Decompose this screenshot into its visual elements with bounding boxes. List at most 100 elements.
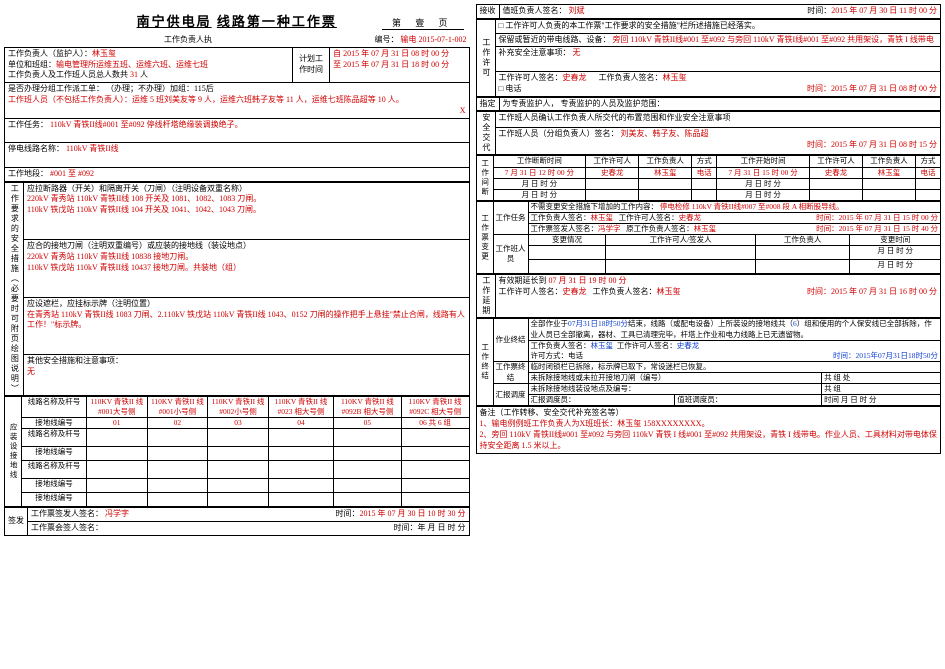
chg-crew-side: 工作班人员 bbox=[493, 235, 528, 274]
chg-task-label: 工作任务 bbox=[493, 201, 528, 234]
recv-sign: 刘斌 bbox=[569, 6, 585, 15]
grow-label-0: 线路名称及杆号 bbox=[22, 396, 87, 417]
int-h3: 方式 bbox=[692, 156, 717, 167]
s1-text: 220kV 青秀站 110kV 青铁II线 108 开关及 1081、1082、… bbox=[27, 194, 466, 216]
chg-l2c: 工作许可人签名： bbox=[619, 213, 679, 222]
gnum-5: 06 共 6 组 bbox=[401, 417, 469, 428]
issue-l1c: 时间： bbox=[336, 509, 360, 518]
p-line2: 旁回 110kV 青铁II线#001 至#092 与旁回 110kV 青铁I线#… bbox=[613, 35, 934, 44]
p-line3: 无 bbox=[573, 48, 581, 57]
end2-t1: 临时闭锁栏已拆除，标示牌已取下，常设迷栏已恢复。 bbox=[528, 361, 941, 372]
end-t2d: 史春龙 bbox=[677, 341, 700, 350]
crew-text: 工作班人员（不包括工作负责人）：运维 5 班刘美友等 9 人，运维六班韩子友等 … bbox=[8, 95, 466, 106]
end2-t5: 共 组 bbox=[822, 384, 941, 395]
unit-name: 输电管理所运维五班、运维六班、运维七班 bbox=[56, 60, 208, 69]
chg-l3b: 冯学字 bbox=[598, 224, 621, 233]
recv-side: 接收 bbox=[476, 5, 499, 19]
title-row: 南宁供电局 线路第一种工作票 第 壹 页 bbox=[4, 4, 470, 30]
chg-task: 停电检修 110kV 青铁II线#007 至#008 段 A 相断股导线。 bbox=[660, 202, 844, 211]
appoint-table: 指定 为专责监护人， 专责监护的人员及监护范围： bbox=[476, 97, 942, 112]
end2-t6: 汇报调度员： bbox=[528, 395, 675, 406]
int-r1-1: 史春龙 bbox=[586, 167, 639, 178]
chg-bt2: 月 日 时 分 bbox=[850, 260, 941, 274]
p-tel: □ 电话 bbox=[499, 84, 522, 93]
title-main: 线路第一种工作票 bbox=[217, 14, 337, 29]
issue-l2d: 年 月 日 时 分 bbox=[418, 523, 466, 532]
p-sign2a: 工作负责人签名： bbox=[599, 73, 663, 82]
doc-title: 南宁供电局 线路第一种工作票 bbox=[137, 11, 337, 30]
int-h0: 工作断断时间 bbox=[493, 156, 586, 167]
p-sign1a: 工作许可人签名： bbox=[499, 73, 563, 82]
recv-time: 2015 年 07 月 30 日 11 时 00 分 bbox=[831, 6, 937, 15]
p-time: 时间：2015 年 07 月 31 日 08 时 00 分 bbox=[807, 84, 937, 95]
sh-side: 安全交代 bbox=[476, 112, 495, 155]
int-b4: 月 日 时 分 bbox=[717, 189, 810, 200]
s3-label: 应设遮栏，应挂标示牌（注明位置） bbox=[27, 299, 466, 310]
chg-l2b: 林玉玺 bbox=[591, 213, 614, 222]
sh-l2b: 刘美友、韩子友、陈品超 bbox=[621, 129, 709, 138]
chg-l2a: 工作负责人签名： bbox=[531, 213, 591, 222]
work-zone: #001 至 #092 bbox=[50, 169, 94, 178]
plan-to: 至 2015 年 07 月 31 日 18 时 00 分 bbox=[333, 60, 465, 71]
issue-l1b: 冯学字 bbox=[105, 509, 129, 518]
issue-l2c: 时间： bbox=[394, 523, 418, 532]
ticket-no-label: 编号： bbox=[375, 35, 399, 44]
gnum-3: 04 bbox=[268, 417, 333, 428]
ground-side-label: 应装设接地线 bbox=[5, 396, 22, 506]
chg-task-pre: 不需变更安全措施下增加的工作内容： bbox=[531, 202, 659, 211]
issue-l2a: 工作票会签人签名： bbox=[31, 523, 103, 532]
gcol-5: 110KV 青铁II 线#092C 相大号侧 bbox=[401, 396, 469, 417]
end2-t7: 值班调度员： bbox=[675, 395, 822, 406]
end-t1: 全部作业于07月31日18时50分结束，线路（或配电设备）上所装设的接地线共（6… bbox=[531, 319, 932, 338]
int-r1-4: 7 月 31 日 15 时 00 分 bbox=[717, 167, 810, 178]
s2-label: 应合的接地刀闸（注明双重编号）或应装的接地线（装设地点） bbox=[27, 241, 466, 252]
appoint-text: 为专责监护人， 专责监护的人员及监护范围： bbox=[499, 97, 941, 111]
page-root: 南宁供电局 线路第一种工作票 第 壹 页 工作负责人执 编号： 输电 2015-… bbox=[0, 0, 945, 669]
end-table: 工作终结 作业终结 全部作业于07月31日18时50分结束，线路（或配电设备）上… bbox=[476, 318, 942, 406]
grow-label-5: 接地线编号 bbox=[22, 478, 87, 492]
end2-t4: 未拆除接地线装设地点及编号： bbox=[528, 384, 822, 395]
recv-table: 接收 值班负责人签名： 刘斌 时间：2015 年 07 月 30 日 11 时 … bbox=[476, 4, 942, 19]
p-sign1b: 史春龙 bbox=[563, 73, 587, 82]
remark1: 1、输电例例班工作负责人为X班班长：林玉玺 158XXXXXXXX。 bbox=[480, 419, 938, 430]
ext-l1b: 07 月 31 日 19 时 00 分 bbox=[549, 276, 627, 285]
int-h2: 工作负责人 bbox=[639, 156, 692, 167]
s3-text: 在青秀站 110kV 青铁II线 1083 刀闸、2.110kV 铁戊站 110… bbox=[27, 310, 466, 332]
ground-table: 应装设接地线 线路名称及杆号 110KV 青铁II 线#001大号侧 110KV… bbox=[4, 396, 470, 507]
chg-l3e: 时间：2015 年 07 月 31 日 15 时 40 分 bbox=[816, 224, 938, 233]
ext-l1a: 有效期延长到 bbox=[499, 276, 547, 285]
int-h7: 方式 bbox=[915, 156, 940, 167]
end2-side3: 汇报调度 bbox=[493, 384, 528, 406]
permit-side: 工作许可 bbox=[476, 19, 495, 96]
end-side1: 作业终结 bbox=[493, 319, 528, 362]
int-r1-5: 史春龙 bbox=[809, 167, 862, 178]
title-prefix: 南宁供电局 bbox=[137, 14, 212, 29]
unit-label: 单位和班组： bbox=[8, 60, 56, 69]
int-r1-6: 林玉玺 bbox=[862, 167, 915, 178]
interrupt-table: 工作间断 工作断断时间 工作许可人 工作负责人 方式 工作开始时间 工作许可人 … bbox=[476, 155, 942, 201]
p-line3-label: 补充安全注意事项： bbox=[499, 48, 571, 57]
crew-opt-label: 是否办理分组工作派工单： bbox=[8, 84, 104, 93]
sh-l2a: 工作班人员（分组负责人）签名： bbox=[499, 129, 619, 138]
plan-label-2: 作时间 bbox=[296, 65, 326, 76]
count-val: 31 bbox=[130, 70, 138, 79]
appoint-side: 指定 bbox=[476, 97, 499, 111]
outage-line-label: 停电线路名称： bbox=[8, 144, 64, 153]
remark-label: 备注（工作转移、安全交代补充签名等） bbox=[480, 408, 938, 419]
gcol-4: 110KV 青铁II 线#092B 相大号侧 bbox=[334, 396, 402, 417]
end-t2b: 林玉玺 bbox=[591, 341, 614, 350]
ext-l2e: 时间：2015 年 07 月 31 日 16 时 00 分 bbox=[807, 287, 937, 298]
plan-from: 自 2015 年 07 月 31 日 08 时 00 分 bbox=[333, 49, 465, 60]
issue-side-label: 签发 bbox=[5, 507, 28, 535]
ticket-no: 输电 2015-07-1-002 bbox=[401, 35, 467, 44]
p-line1: □ 工作许可人负责的本工作票"工作要求的安全措施"栏所述措施已经落实。 bbox=[495, 19, 941, 33]
gcol-0: 110KV 青铁II 线#001大号侧 bbox=[87, 396, 148, 417]
leader-name: 林玉玺 bbox=[92, 49, 116, 58]
grow-label-2: 线路名称及杆号 bbox=[22, 428, 87, 446]
s4-text: 无 bbox=[27, 367, 466, 378]
end2-t8: 时间 月 日 时 分 bbox=[822, 395, 941, 406]
work-zone-label: 工作地段： bbox=[8, 169, 48, 178]
header-table: 工作负责人执 编号： 输电 2015-07-1-002 bbox=[4, 34, 470, 47]
gnum-2: 03 bbox=[208, 417, 269, 428]
ext-l2d: 林玉玺 bbox=[657, 287, 681, 296]
